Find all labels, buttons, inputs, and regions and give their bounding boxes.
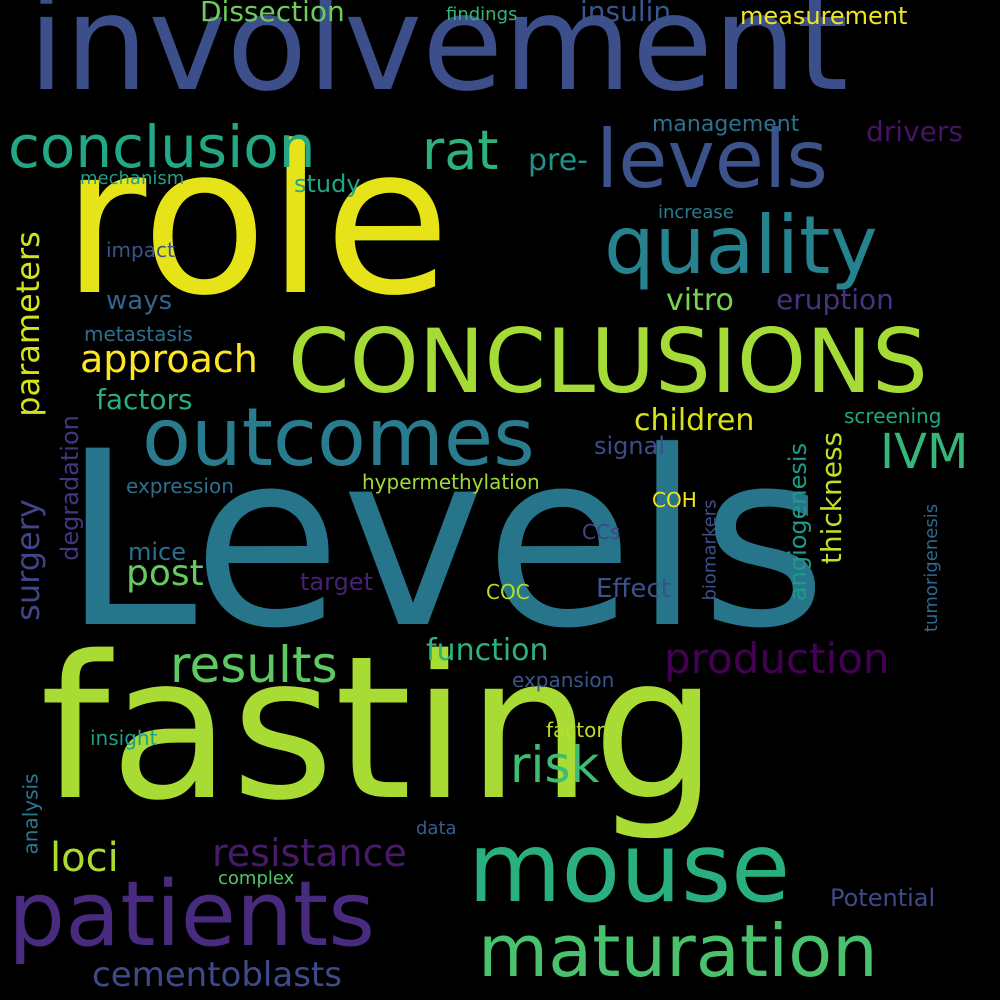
word-loci: loci xyxy=(50,835,119,881)
word-metastasis: metastasis xyxy=(84,322,193,346)
word-resistance: resistance xyxy=(212,831,407,875)
word-hypermethylation: hypermethylation xyxy=(362,470,540,494)
word-mechanism: mechanism xyxy=(80,168,185,189)
word-eruption: eruption xyxy=(776,283,894,316)
word-coc: COC xyxy=(486,580,530,604)
word-dissection: Dissection xyxy=(200,0,345,28)
word-patients: patients xyxy=(8,862,376,967)
word-expansion: expansion xyxy=(512,668,615,692)
word-angiogenesis: angiogenesis xyxy=(784,442,813,602)
word-role: role xyxy=(62,103,451,341)
word-results: results xyxy=(170,636,338,694)
word-increase: increase xyxy=(658,202,734,223)
word-findings: findings xyxy=(446,4,518,25)
word-maturation: maturation xyxy=(478,909,878,993)
word-expression: expression xyxy=(126,474,234,498)
word-surgery: surgery xyxy=(8,499,47,621)
word-coh: COH xyxy=(652,488,697,512)
word-involvement: involvement xyxy=(28,0,849,121)
word-analysis: analysis xyxy=(17,773,42,855)
word-target: target xyxy=(300,568,373,596)
word-rat: rat xyxy=(422,119,499,182)
word-function: function xyxy=(426,633,549,668)
word-parameters: parameters xyxy=(8,231,47,417)
word-vitro: vitro xyxy=(666,283,734,318)
word-potential: Potential xyxy=(830,884,936,912)
word-outcomes: outcomes xyxy=(142,391,535,484)
word-signal: signal xyxy=(594,432,665,460)
word-levels: levels xyxy=(596,113,828,206)
word-levels-cap: Levels xyxy=(62,400,827,682)
word-complex: complex xyxy=(218,868,295,889)
word-degradation: degradation xyxy=(55,415,84,561)
word-mouse: mouse xyxy=(468,812,791,924)
word-pre: pre- xyxy=(528,143,588,178)
word-effect: Effect xyxy=(596,574,671,604)
word-ways: ways xyxy=(106,286,173,316)
word-conclusions-caps: CONCLUSIONS xyxy=(288,310,928,413)
word-insulin: insulin xyxy=(580,0,672,28)
word-factor: factor xyxy=(546,718,605,742)
word-production: production xyxy=(664,634,890,683)
word-risk: risk xyxy=(510,736,600,794)
word-insight: insight xyxy=(90,726,158,750)
word-screening: screening xyxy=(844,404,942,428)
word-factors: factors xyxy=(96,383,193,416)
word-ccs: CCs xyxy=(582,520,621,544)
word-thickness: thickness xyxy=(815,431,849,565)
word-approach: approach xyxy=(80,337,258,381)
word-fasting: fasting xyxy=(40,613,719,844)
word-mice: mice xyxy=(128,538,187,566)
word-ivm: IVM xyxy=(880,424,969,480)
word-impact: impact xyxy=(106,238,175,262)
word-drivers: drivers xyxy=(866,115,963,148)
word-cementoblasts: cementoblasts xyxy=(92,955,342,995)
word-children: children xyxy=(634,403,755,438)
word-biomarkers: biomarkers xyxy=(699,499,721,601)
word-management: management xyxy=(652,112,800,137)
word-conclusion: conclusion xyxy=(8,113,316,181)
word-data: data xyxy=(416,818,457,839)
word-measurement: measurement xyxy=(740,2,908,30)
word-post: post xyxy=(126,553,204,594)
word-tumorigenesis: tumorigenesis xyxy=(921,503,943,633)
word-quality: quality xyxy=(604,199,878,292)
word-study: study xyxy=(294,170,361,198)
